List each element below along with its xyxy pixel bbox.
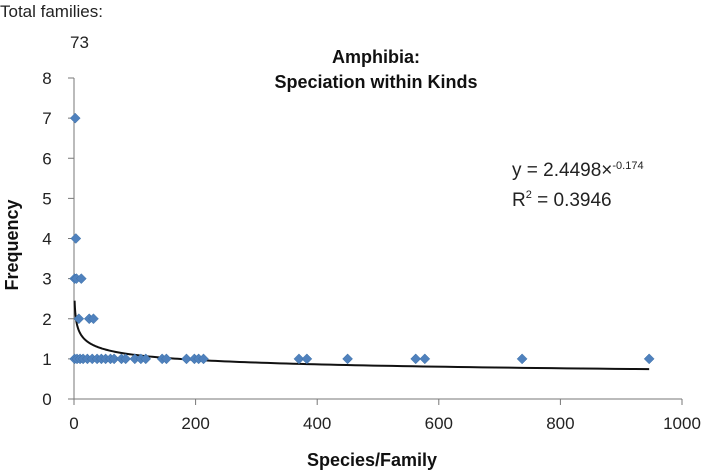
data-point [140, 353, 152, 365]
data-point [69, 112, 81, 124]
data-point [120, 353, 132, 365]
x-tick-label: 0 [69, 414, 78, 433]
y-axis-title: Frequency [2, 199, 22, 290]
trendline-equation: y = 2.4498×-0.174 [512, 160, 644, 181]
total-families-value: 73 [70, 33, 89, 52]
data-point [301, 353, 313, 365]
r-squared-label: R2 = 0.3946 [512, 189, 612, 211]
data-point [88, 313, 99, 325]
y-tick-label: 5 [42, 189, 51, 208]
data-point [108, 353, 120, 365]
data-point [73, 313, 85, 325]
data-point [161, 353, 172, 365]
x-tick-label: 800 [546, 414, 574, 433]
data-point [410, 353, 422, 365]
x-axis-title: Species/Family [307, 450, 437, 470]
chart-title-line: Amphibia: [332, 47, 420, 67]
y-tick-label: 1 [42, 350, 51, 369]
data-point [181, 353, 192, 365]
y-tick-label: 6 [42, 149, 51, 168]
y-tick-label: 2 [42, 310, 51, 329]
data-point [516, 353, 528, 365]
data-point [75, 273, 87, 284]
x-tick-label: 1000 [663, 414, 701, 433]
data-point [198, 353, 209, 365]
x-tick-label: 400 [303, 414, 331, 433]
data-points [69, 112, 655, 365]
y-tick-label: 3 [42, 270, 51, 289]
chart-labels: Amphibia: Speciation within Kinds Species/… [2, 47, 644, 470]
data-point [643, 353, 655, 365]
data-point [419, 353, 431, 365]
axes: 0 1 2 3 4 5 6 7 8 0 200 400 600 800 1000 [42, 69, 701, 433]
x-tick-label: 600 [425, 414, 453, 433]
y-tick-label: 7 [42, 109, 51, 128]
data-point [293, 353, 305, 365]
y-tick-label: 0 [42, 390, 51, 409]
x-tick-label: 200 [181, 414, 209, 433]
total-families-label: Total families: [0, 2, 103, 21]
y-tick-label: 4 [42, 230, 51, 249]
data-point [342, 353, 353, 365]
data-point [70, 233, 82, 244]
y-tick-label: 8 [42, 69, 51, 88]
chart-title-line: Speciation within Kinds [274, 72, 477, 92]
